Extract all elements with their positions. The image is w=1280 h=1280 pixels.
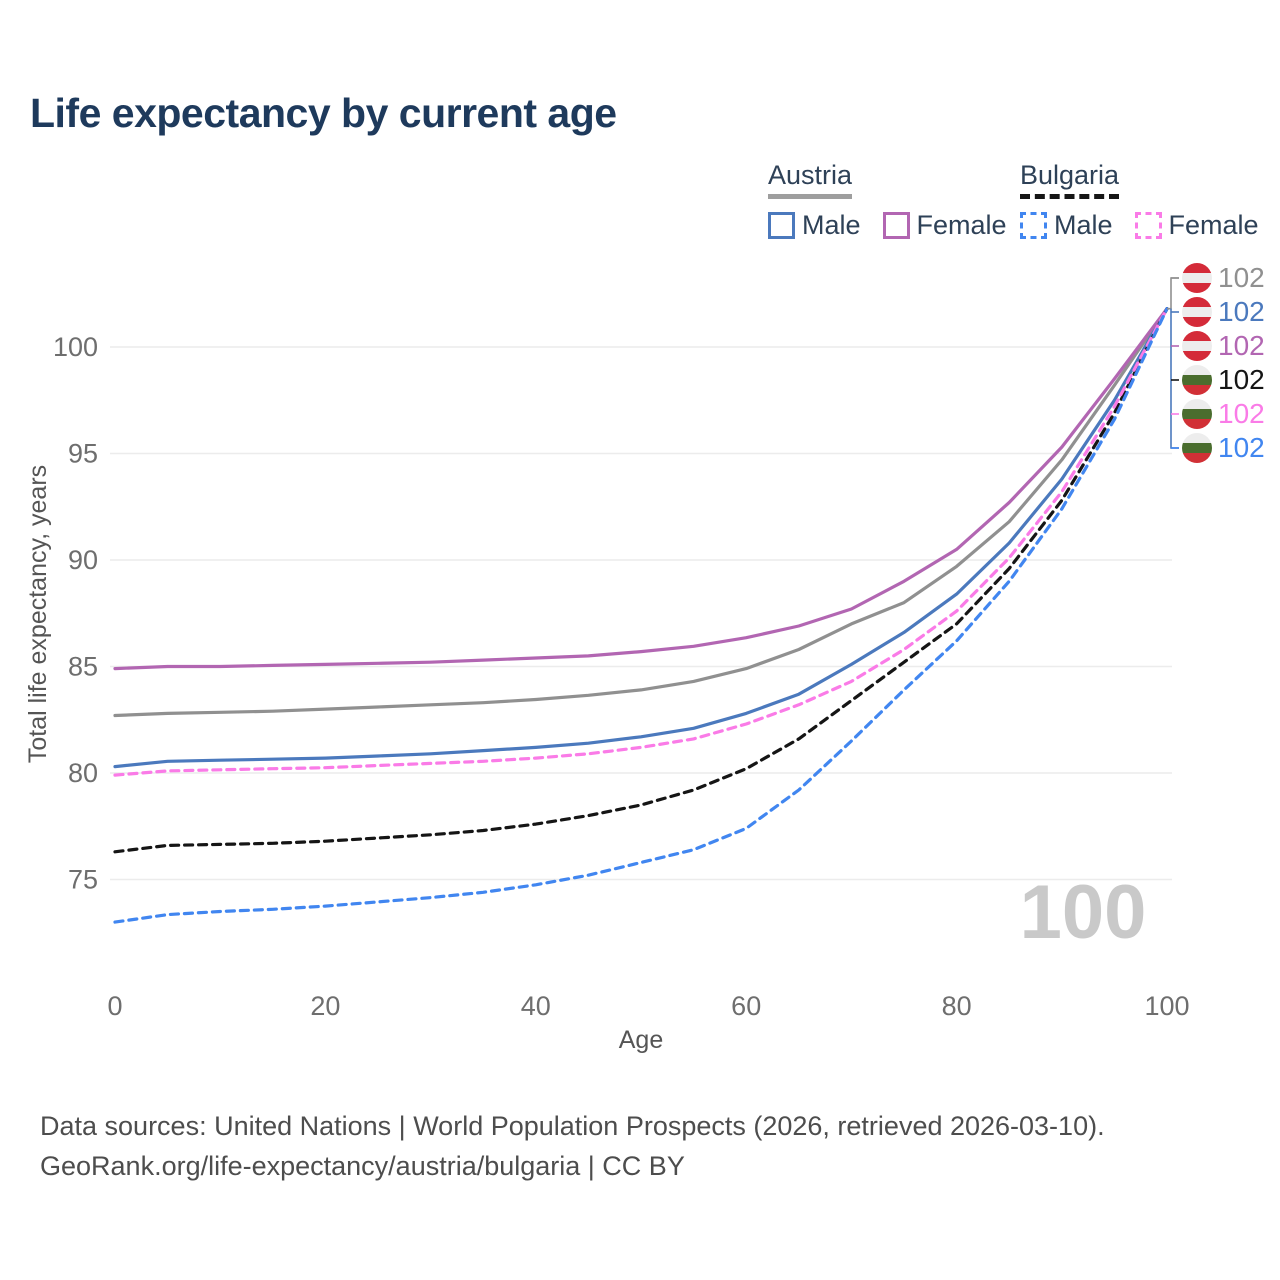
series-line-bulgaria[interactable]	[113, 307, 1169, 854]
legend-austria-female-label[interactable]: Female	[916, 210, 1007, 240]
bulgaria-flag-icon	[1182, 365, 1212, 395]
y-tick-label-95: 95	[68, 439, 98, 469]
series-line-austria[interactable]	[113, 307, 1169, 718]
legend-austria-title[interactable]: Austria	[768, 160, 853, 199]
end-value-label-bulgaria-male: 102	[1218, 432, 1265, 463]
legend-austria-female-swatch-icon[interactable]	[882, 212, 910, 239]
footer-attribution: GeoRank.org/life-expectancy/austria/bulg…	[40, 1151, 685, 1181]
y-tick-label-85: 85	[68, 652, 98, 682]
legend-bulgaria-row: Male Female	[1020, 210, 1280, 241]
end-value-label-bulgaria-female: 102	[1218, 398, 1265, 429]
series-line-bulgaria-female[interactable]	[113, 307, 1169, 777]
end-value-label-austria-male: 102	[1218, 296, 1265, 327]
austria-flag-icon	[1182, 297, 1212, 327]
age-counter-watermark: 100	[1020, 870, 1147, 955]
end-value-label-austria-female: 102	[1218, 330, 1265, 361]
x-tick-label-0: 0	[107, 991, 122, 1021]
legend-austria-row: Male Female	[768, 210, 1029, 241]
series-line-bulgaria-male[interactable]	[113, 307, 1169, 924]
bulgaria-flag-icon	[1182, 399, 1212, 429]
series-line-austria-male[interactable]	[113, 307, 1169, 769]
bulgaria-flag-icon	[1182, 433, 1212, 463]
x-tick-label-100: 100	[1144, 991, 1189, 1021]
end-value-label-bulgaria: 102	[1218, 364, 1265, 395]
austria-flag-icon	[1182, 331, 1212, 361]
legend-bulgaria-male-swatch-icon[interactable]	[1020, 212, 1047, 239]
footer: Data sources: United Nations | World Pop…	[40, 1106, 1105, 1186]
y-tick-label-100: 100	[53, 332, 98, 362]
legend-austria-male-swatch-icon[interactable]	[768, 212, 795, 239]
y-axis-title: Total life expectancy, years	[24, 465, 52, 763]
legend-group-austria: Austria Male Female	[768, 160, 1029, 241]
leader-line-bottom	[1170, 308, 1179, 449]
legend-group-bulgaria: Bulgaria Male Female	[1020, 160, 1280, 241]
y-tick-label-80: 80	[68, 758, 98, 788]
y-tick-label-75: 75	[68, 865, 98, 895]
x-tick-label-60: 60	[731, 991, 761, 1021]
legend-bulgaria-female-swatch-icon[interactable]	[1134, 212, 1162, 239]
leader-line-top	[1167, 277, 1179, 310]
series-line-austria-female[interactable]	[113, 307, 1169, 671]
x-tick-label-20: 20	[310, 991, 340, 1021]
legend-bulgaria-male-label[interactable]: Male	[1054, 210, 1113, 240]
y-tick-label-90: 90	[68, 545, 98, 575]
page-title: Life expectancy by current age	[30, 90, 617, 136]
end-value-label-austria: 102	[1218, 262, 1265, 293]
austria-flag-icon	[1182, 263, 1212, 293]
x-tick-label-40: 40	[521, 991, 551, 1021]
x-tick-label-80: 80	[942, 991, 972, 1021]
footer-data-sources: Data sources: United Nations | World Pop…	[40, 1111, 1105, 1141]
legend-bulgaria-female-label[interactable]: Female	[1168, 210, 1259, 240]
legend: Austria Male Female Bulgaria Male Female	[0, 160, 1280, 250]
x-axis-title: Age	[619, 1026, 663, 1054]
legend-austria-male-label[interactable]: Male	[802, 210, 861, 240]
legend-bulgaria-title[interactable]: Bulgaria	[1020, 160, 1120, 199]
